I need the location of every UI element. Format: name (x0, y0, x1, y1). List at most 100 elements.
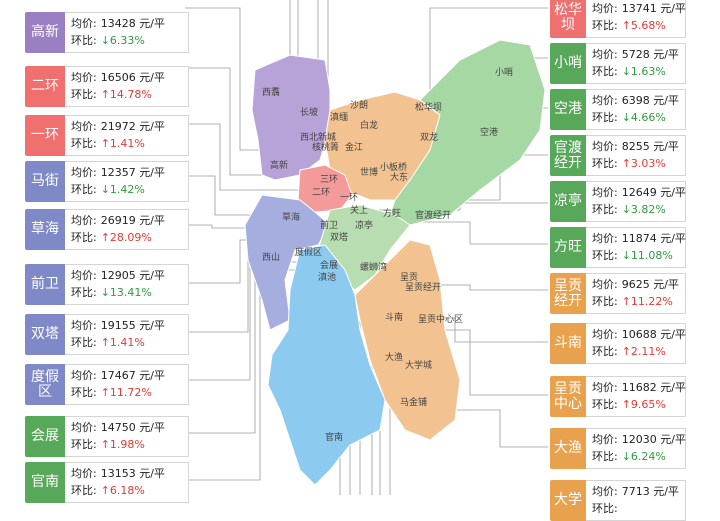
change-label: 环比: (592, 345, 618, 358)
map-place-label: 呈贡中心区 (418, 313, 463, 325)
map-place-label: 滇池 (318, 271, 336, 283)
left-district-card: 度假 区均价: 17467 元/平 环比: ↑11.72% (25, 364, 189, 405)
left-district-card: 二环 均价: 16506 元/平 环比: ↑14.78% (25, 66, 189, 107)
change-label: 环比: (592, 157, 618, 170)
right-district-card: 凉亭 均价: 12649 元/平 环比: ↓3.82% (550, 181, 686, 222)
price-value: 12030 元/平 (621, 433, 686, 446)
right-district-card: 斗南 均价: 10688 元/平 环比: ↑2.11% (550, 323, 686, 364)
map-place-label: 呈贡经开 (405, 281, 441, 293)
change-value: ↓11.08% (621, 249, 673, 262)
district-price-info: 均价: 12030 元/平 环比: ↓6.24% (586, 428, 686, 469)
map-place-label: 螺蛳湾 (360, 261, 387, 273)
change-value: ↑11.72% (100, 386, 152, 399)
district-price-info: 均价: 12357 元/平 环比: ↓1.42% (65, 161, 189, 202)
district-name-tag: 草海 (25, 209, 65, 250)
district-price-info: 均价: 19155 元/平 环比: ↑1.41% (65, 314, 189, 355)
price-label: 均价: (71, 319, 97, 332)
district-price-info: 均价: 11682 元/平 环比: ↑9.65% (586, 376, 686, 417)
price-label: 均价: (592, 140, 618, 153)
district-price-info: 均价: 13428 元/平 环比: ↓6.33% (65, 12, 189, 53)
change-value: ↑3.03% (621, 157, 666, 170)
change-label: 环比: (71, 183, 97, 196)
district-name-tag: 二环 (25, 66, 65, 107)
price-value: 12357 元/平 (100, 166, 165, 179)
change-value: ↓1.63% (621, 65, 666, 78)
left-district-card: 高新 均价: 13428 元/平 环比: ↓6.33% (25, 12, 189, 53)
price-label: 均价: (71, 467, 97, 480)
district-name-tag: 官渡 经开 (550, 135, 586, 176)
map-place-label: 沙朗 (350, 99, 368, 111)
district-name-tag: 大学 (550, 480, 586, 521)
price-value: 7713 元/平 (621, 485, 679, 498)
left-district-card: 官南 均价: 13153 元/平 环比: ↑6.18% (25, 462, 189, 503)
map-place-label: 呈贡 (400, 272, 418, 283)
price-label: 均价: (592, 328, 618, 341)
price-label: 均价: (71, 369, 97, 382)
map-place-label: 长坡 (300, 106, 318, 118)
map-place-label: 草海 (282, 211, 300, 223)
price-label: 均价: (592, 186, 618, 199)
change-label: 环比: (71, 34, 97, 47)
map-place-label: 滇缅 (330, 111, 348, 123)
district-name-tag: 松华 坝 (550, 0, 586, 38)
map-place-label: 松华坝 (415, 101, 442, 113)
district-price-info: 均价: 17467 元/平 环比: ↑11.72% (65, 364, 189, 405)
left-district-card: 一环 均价: 21972 元/平 环比: ↑1.41% (25, 115, 189, 156)
change-label: 环比: (71, 336, 97, 349)
change-value: ↓4.66% (621, 111, 666, 124)
change-label: 环比: (71, 286, 97, 299)
price-value: 21972 元/平 (100, 120, 165, 133)
map-place-label: 小板桥 (380, 161, 407, 173)
district-name-tag: 呈贡 经开 (550, 273, 586, 314)
region-xishan-north (251, 54, 331, 181)
map-place-label: 一环 (340, 192, 358, 203)
district-price-info: 均价: 13741 元/平 环比: ↑5.68% (586, 0, 686, 38)
district-name-tag: 大渔 (550, 428, 586, 469)
right-district-card: 官渡 经开 均价: 8255 元/平 环比: ↑3.03% (550, 135, 686, 176)
price-label: 均价: (592, 48, 618, 61)
map-place-label: 官南 (325, 431, 343, 443)
change-label: 环比: (592, 295, 618, 308)
change-label: 环比: (592, 450, 618, 463)
map-place-label: 小哨 (495, 66, 513, 78)
district-price-info: 均价: 10688 元/平 环比: ↑2.11% (586, 323, 686, 364)
region-xishan-south (244, 194, 331, 331)
district-name-tag: 会展 (25, 416, 65, 457)
price-label: 均价: (71, 71, 97, 84)
map-place-label: 大东 (390, 171, 408, 183)
price-label: 均价: (71, 120, 97, 133)
map-place-label: 二环 (312, 187, 330, 198)
price-value: 16506 元/平 (100, 71, 165, 84)
right-district-card: 松华 坝均价: 13741 元/平 环比: ↑5.68% (550, 0, 686, 38)
district-price-info: 均价: 21972 元/平 环比: ↑1.41% (65, 115, 189, 156)
price-label: 均价: (71, 166, 97, 179)
change-label: 环比: (71, 438, 97, 451)
price-label: 均价: (592, 94, 618, 107)
district-price-info: 均价: 12649 元/平 环比: ↓3.82% (586, 181, 686, 222)
district-price-info: 均价: 6398 元/平 环比: ↓4.66% (586, 89, 686, 130)
map-place-label: 双龙 (420, 131, 438, 143)
change-value: ↑6.18% (100, 484, 145, 497)
change-value: ↓6.33% (100, 34, 145, 47)
district-name-tag: 高新 (25, 12, 65, 53)
district-name-tag: 斗南 (550, 323, 586, 364)
district-price-info: 均价: 5728 元/平 环比: ↓1.63% (586, 43, 686, 84)
district-price-info: 均价: 11874 元/平 环比: ↓11.08% (586, 227, 686, 268)
map-place-label: 西翥 (262, 86, 280, 98)
price-label: 均价: (592, 381, 618, 394)
map-place-label: 度假区 (295, 246, 322, 258)
district-name-tag: 一环 (25, 115, 65, 156)
map-place-label: 世博 (360, 166, 378, 178)
change-value: ↑1.41% (100, 137, 145, 150)
lake-dianchi (267, 244, 386, 486)
map-place-label: 马金铺 (400, 396, 427, 408)
map-place-label: 关上 (350, 204, 368, 216)
district-name-tag: 双塔 (25, 314, 65, 355)
price-value: 14750 元/平 (100, 421, 165, 434)
district-price-info: 均价: 26919 元/平 环比: ↑28.09% (65, 209, 189, 250)
change-label: 环比: (71, 231, 97, 244)
district-price-info: 均价: 16506 元/平 环比: ↑14.78% (65, 66, 189, 107)
price-value: 26919 元/平 (100, 214, 165, 227)
district-name-tag: 呈贡 中心 (550, 376, 586, 417)
